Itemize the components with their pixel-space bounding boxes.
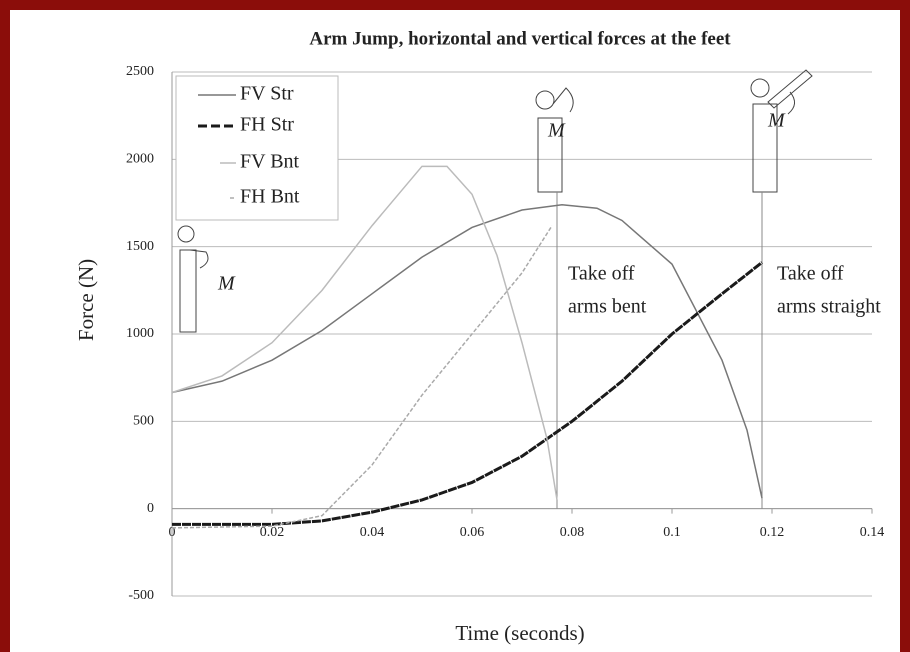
legend-label: FV Bnt (240, 151, 300, 173)
y-tick-label: 2000 (126, 152, 154, 167)
x-tick-label: 0.12 (760, 525, 785, 540)
annotation: arms straight (777, 296, 881, 318)
x-tick-label: 0.08 (560, 525, 585, 540)
figure-head (750, 78, 770, 98)
x-axis-label: Time (seconds) (455, 621, 584, 645)
legend-label: FH Bnt (240, 186, 300, 208)
y-tick-label: 1000 (126, 326, 154, 341)
moment-label: M (217, 273, 236, 295)
series-line (172, 261, 763, 526)
figure-body (537, 117, 563, 193)
moment-label: M (767, 110, 786, 132)
series-line (171, 165, 558, 501)
x-tick-label: 0.04 (360, 525, 385, 540)
x-tick-label: 0 (169, 525, 176, 540)
y-tick-label: -500 (128, 588, 154, 603)
moment-label: M (547, 120, 566, 142)
x-tick-label: 0.02 (260, 525, 285, 540)
figure-head (535, 90, 555, 110)
figure-body (752, 103, 778, 193)
y-axis-label: Force (N) (74, 259, 98, 341)
x-tick-label: 0.1 (663, 525, 681, 540)
y-tick-label: 2500 (126, 64, 154, 79)
figures (177, 69, 813, 333)
x-tick-label: 0.14 (860, 525, 885, 540)
figure-arm (552, 87, 574, 113)
chart-title: Arm Jump, horizontal and vertical forces… (309, 28, 731, 49)
x-tick-label: 0.06 (460, 525, 485, 540)
figure-arm (767, 69, 813, 115)
y-tick-label: 1500 (126, 239, 154, 254)
legend-box (175, 75, 339, 221)
annotation: Take off (777, 263, 844, 285)
plot-background (10, 10, 900, 652)
legend-label: FH Str (240, 114, 294, 136)
legend-label: FV Str (240, 83, 294, 105)
series-line (171, 203, 763, 499)
legend: FV Str FH Str FV Bnt FH Bnt (175, 75, 339, 221)
y-tick-label: 0 (147, 501, 154, 516)
figure-arm (189, 249, 209, 269)
figure-head (177, 225, 195, 243)
annotation: Take off (568, 263, 635, 285)
figure-body (179, 249, 197, 333)
y-tick-label: 500 (133, 414, 154, 429)
series-line (171, 225, 553, 529)
annotation: arms bent (568, 296, 647, 318)
